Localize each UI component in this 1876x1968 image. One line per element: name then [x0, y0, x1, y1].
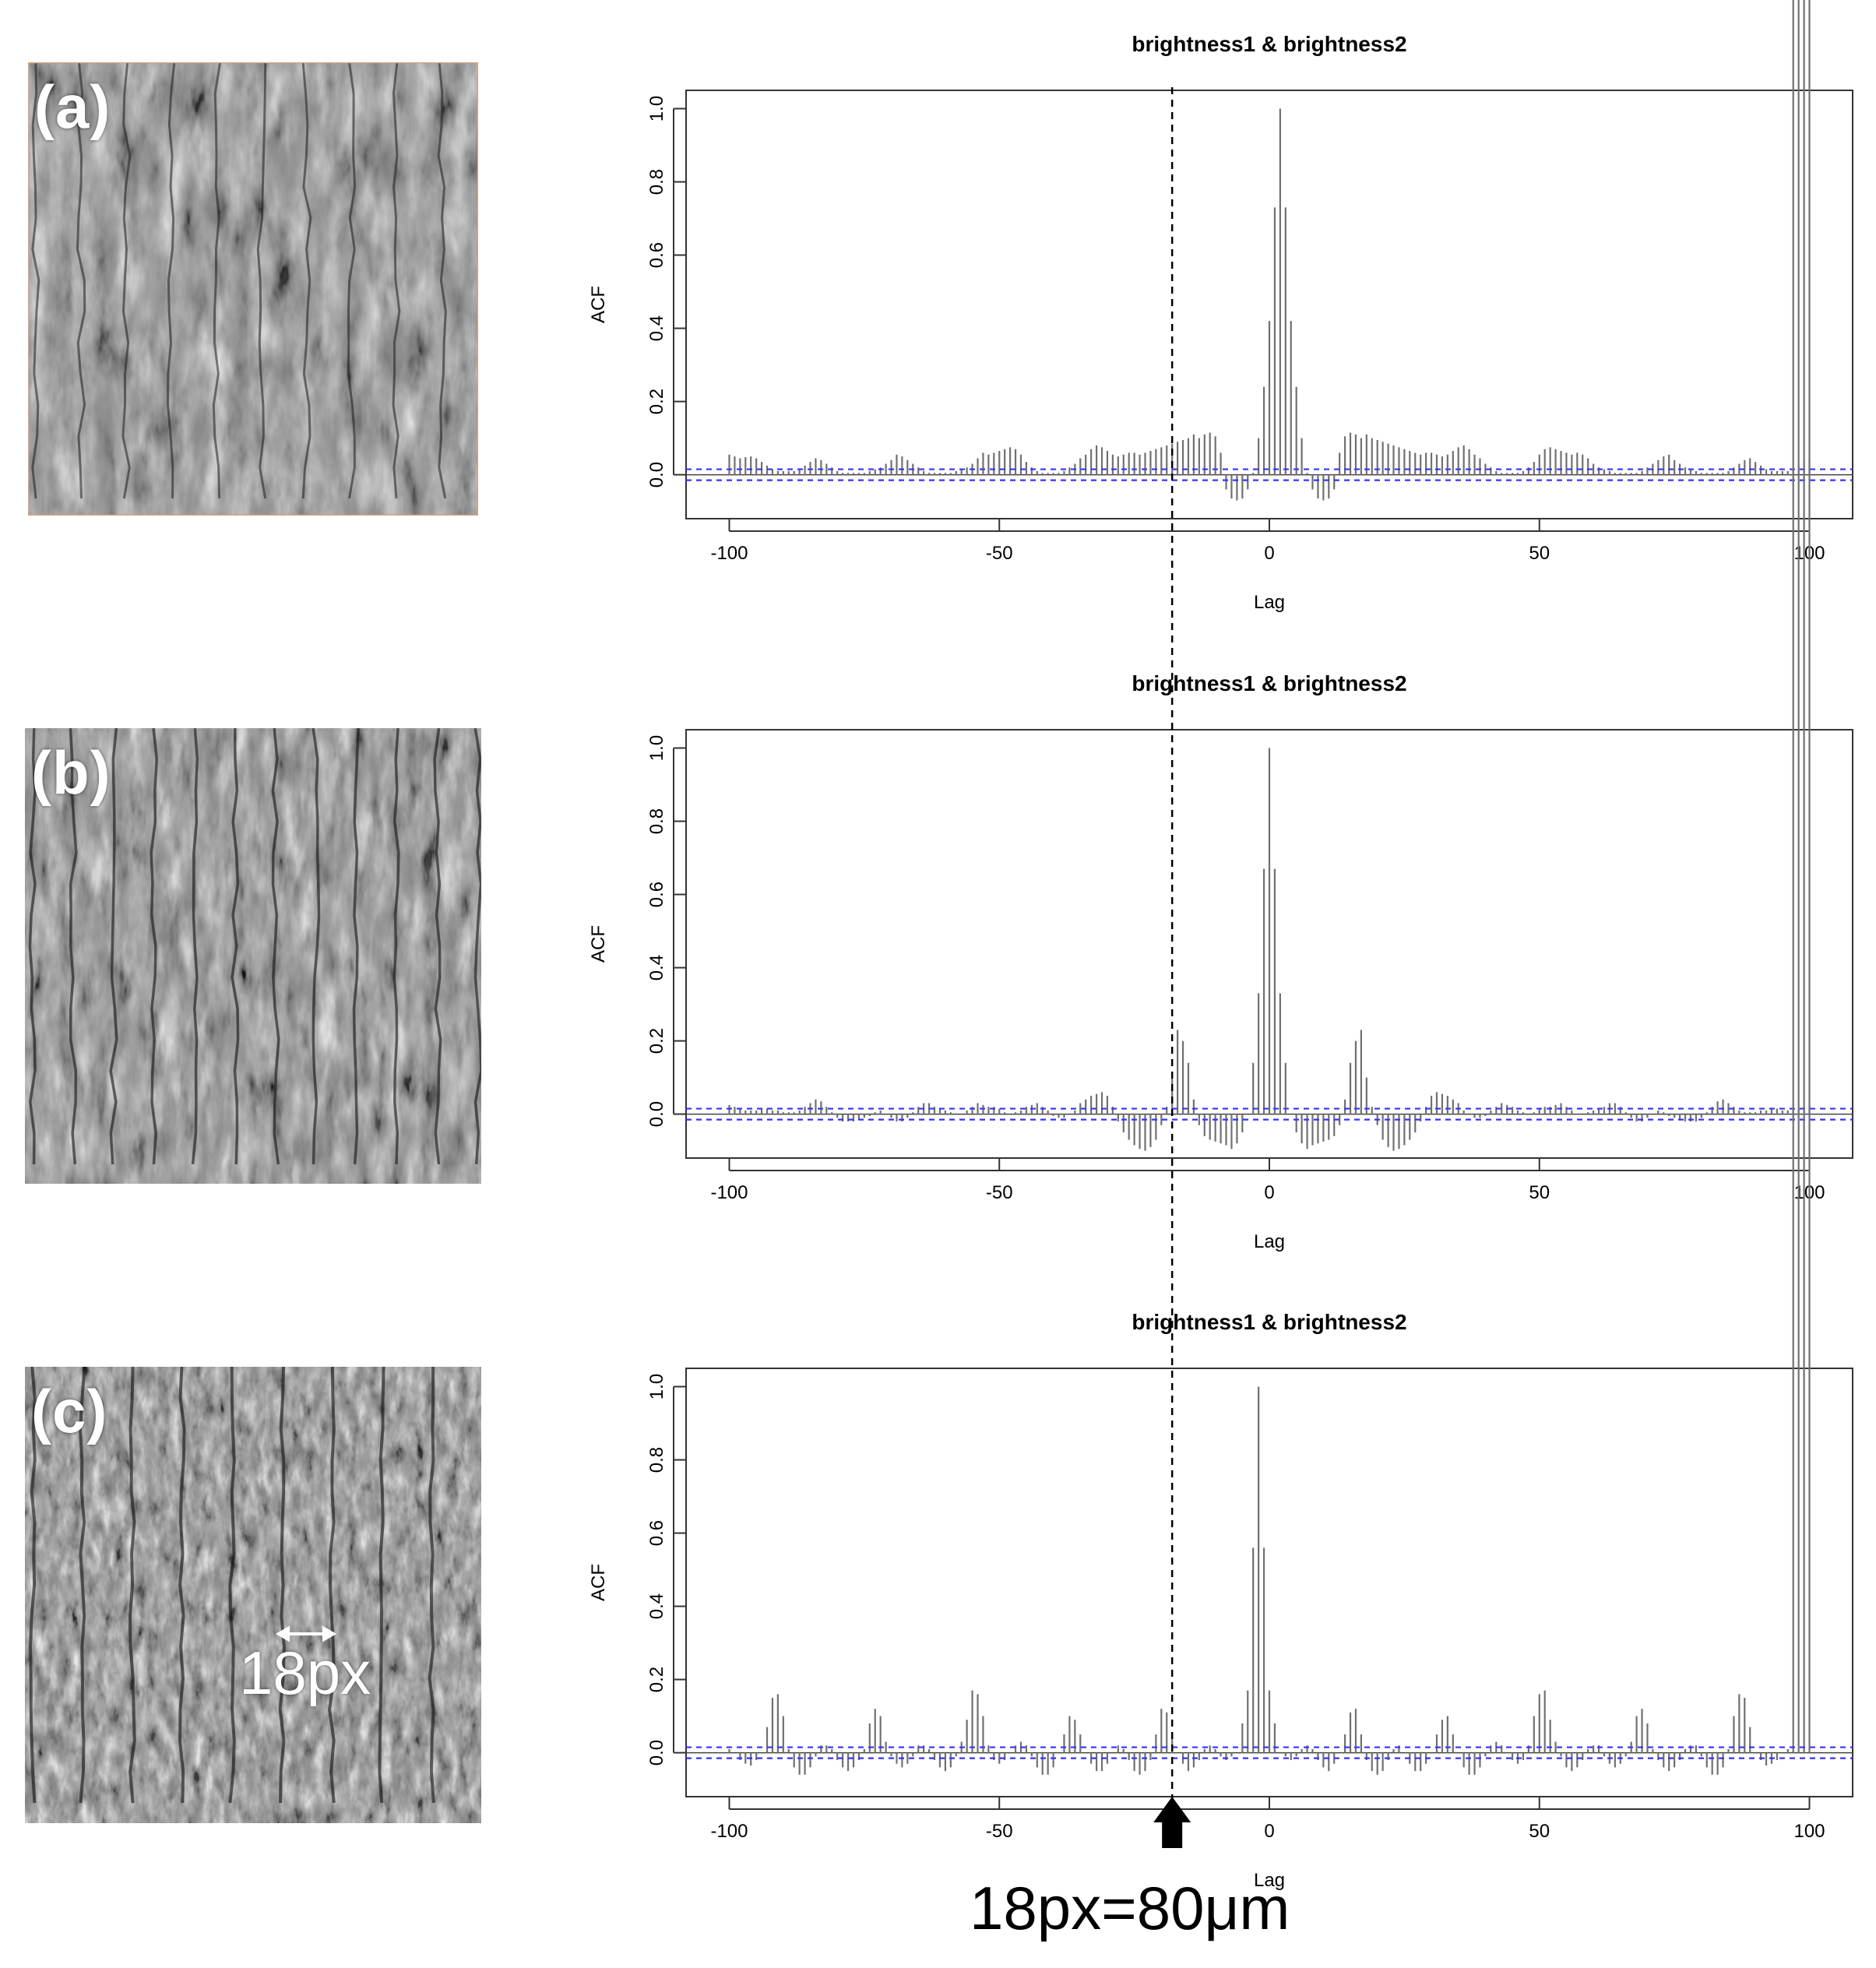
fiber-line: [437, 62, 447, 499]
fiber-line: [31, 62, 40, 499]
x-tick-label: 50: [1529, 543, 1550, 564]
fiber-line: [328, 1367, 336, 1804]
fiber-line: [228, 1367, 236, 1804]
texture-image-c: [25, 1367, 481, 1823]
acf-chart-3: brightness1 & brightness2 -100 -50 0 50 100 0.…: [588, 0, 1853, 1891]
x-tick-label: -50: [986, 1821, 1013, 1842]
y-tick-label: 1.0: [646, 735, 667, 761]
x-tick-label: -50: [986, 1182, 1013, 1203]
chart-title: brightness1 & brightness2: [1132, 1310, 1406, 1334]
px-annotation: 18px: [239, 1639, 371, 1707]
fiber-line: [231, 728, 240, 1165]
panel-label-b: (b): [31, 738, 111, 807]
y-tick-label: 1.0: [646, 1374, 667, 1399]
panel-label-c: (c): [31, 1377, 108, 1445]
y-tick-label: 1.0: [646, 96, 667, 121]
texture-image-a: [28, 62, 478, 516]
fiber-line: [278, 1367, 286, 1804]
x-tick-label: -100: [710, 1821, 748, 1842]
fiber-line: [378, 1367, 385, 1804]
panel-label-a: (a): [34, 72, 111, 141]
x-tick-label: -50: [986, 543, 1013, 564]
fiber-line: [352, 728, 360, 1165]
fiber-line: [150, 728, 159, 1165]
fiber-line: [191, 728, 199, 1165]
y-tick-label: 0.8: [646, 1447, 667, 1473]
y-tick-label: 0.0: [646, 1740, 667, 1766]
fiber-line: [347, 62, 357, 499]
fiber-line: [28, 728, 37, 1165]
texture-image-b: [25, 728, 481, 1184]
scale-caption: 18px=80μm: [970, 1874, 1290, 1942]
fiber-line: [212, 62, 222, 499]
fiber-line: [166, 62, 176, 499]
fiber-line: [392, 728, 400, 1165]
y-tick-label: 0.8: [646, 169, 667, 195]
y-tick-label: 0.0: [646, 1101, 667, 1127]
fiber-line: [392, 62, 401, 499]
fiber-line: [301, 62, 312, 499]
fiber-lines-a: [31, 62, 447, 499]
y-axis-label: ACF: [588, 925, 609, 963]
fiber-line: [69, 728, 78, 1165]
fiber-line: [128, 1367, 136, 1804]
y-tick-label: 0.6: [646, 242, 667, 268]
x-axis-label: Lag: [1254, 592, 1285, 613]
x-tick-label: 100: [1793, 1821, 1825, 1842]
x-tick-label: 0: [1264, 1182, 1274, 1203]
measure-arrow: [276, 1625, 336, 1642]
fiber-line: [178, 1367, 186, 1804]
chart-title: brightness1 & brightness2: [1132, 671, 1406, 695]
fiber-line: [473, 728, 481, 1165]
y-tick-label: 0.0: [646, 462, 667, 488]
fiber-line: [428, 1367, 435, 1804]
x-tick-label: 50: [1529, 1821, 1550, 1842]
x-axis-label: Lag: [1254, 1870, 1285, 1891]
y-tick-label: 0.2: [646, 389, 667, 414]
fiber-line: [29, 1367, 37, 1804]
acf-chart-1: brightness1 & brightness2-100 -50 0 50 1000.…: [588, 32, 1853, 613]
y-axis-label: ACF: [588, 286, 609, 323]
fiber-line: [109, 728, 118, 1165]
y-tick-label: 0.2: [646, 1667, 667, 1692]
x-tick-label: -100: [710, 1182, 748, 1203]
image-panel-a: (a): [28, 62, 478, 516]
image-panel-c: (c) 18px: [25, 1367, 481, 1823]
fiber-line: [78, 1367, 86, 1804]
fiber-line: [271, 728, 280, 1165]
acf-chart-2: brightness1 & brightness2-100 -50 0 50 1000.…: [588, 671, 1853, 1252]
fiber-lines-c: [29, 1367, 435, 1804]
up-arrow-icon: [1153, 1797, 1191, 1848]
y-tick-label: 0.4: [646, 315, 667, 341]
chart-title: brightness1 & brightness2: [1132, 32, 1406, 56]
fiber-lines-b: [28, 728, 481, 1165]
y-tick-label: 0.6: [646, 882, 667, 907]
fiber-line: [256, 62, 267, 499]
image-panel-b: (b): [25, 728, 481, 1184]
y-tick-label: 0.8: [646, 808, 667, 834]
y-tick-label: 0.2: [646, 1028, 667, 1054]
y-tick-label: 0.4: [646, 1593, 667, 1619]
y-tick-label: 0.6: [646, 1520, 667, 1546]
fiber-line: [433, 728, 442, 1165]
x-tick-label: -100: [710, 543, 748, 564]
x-tick-label: 50: [1529, 1182, 1550, 1203]
x-tick-label: 0: [1264, 1821, 1274, 1842]
fiber-line: [76, 62, 86, 499]
x-tick-label: 0: [1264, 543, 1274, 564]
fiber-line: [311, 728, 321, 1165]
y-tick-label: 0.4: [646, 955, 667, 980]
fiber-line: [121, 62, 132, 499]
y-axis-label: ACF: [588, 1564, 609, 1601]
x-axis-label: Lag: [1254, 1231, 1285, 1252]
